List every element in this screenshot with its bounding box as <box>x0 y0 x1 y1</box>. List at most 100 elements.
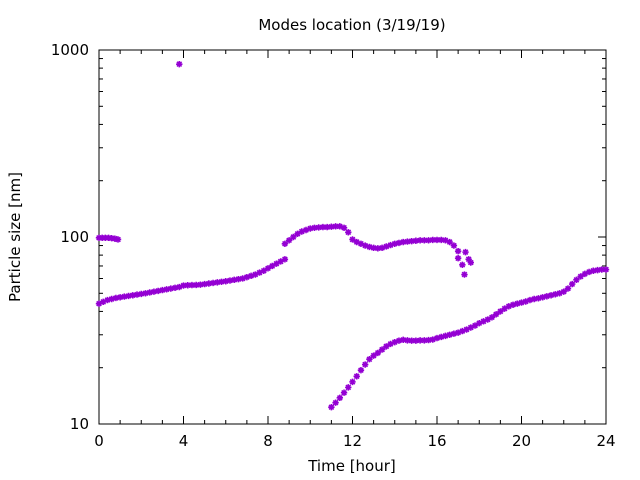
data-point <box>556 290 563 297</box>
data-point <box>387 340 394 348</box>
data-point <box>345 229 352 236</box>
data-point <box>471 322 479 329</box>
data-point <box>281 256 289 263</box>
data-point <box>421 237 428 244</box>
data-point <box>226 277 234 284</box>
data-point <box>465 256 472 263</box>
data-point <box>585 268 593 276</box>
data-point <box>438 333 445 341</box>
x-axis-label: Time [hour] <box>307 457 396 475</box>
data-point <box>235 275 242 283</box>
data-point <box>454 329 462 336</box>
data-point <box>383 343 390 350</box>
data-point <box>433 334 441 342</box>
data-point <box>357 240 365 247</box>
x-tick-label: 0 <box>94 432 104 450</box>
data-point <box>530 295 538 303</box>
y-axis: 10 100 1000 <box>51 41 606 433</box>
data-point <box>383 243 390 250</box>
data-point <box>104 296 111 304</box>
data-point <box>459 261 466 269</box>
data-point <box>239 275 246 282</box>
data-point <box>408 337 415 344</box>
data-point <box>450 242 458 249</box>
data-point <box>319 223 327 231</box>
data-point <box>497 308 504 315</box>
data-point <box>205 280 213 287</box>
data-point <box>336 223 344 230</box>
data-point <box>336 394 344 402</box>
data-point <box>560 288 567 295</box>
data-point <box>446 331 453 338</box>
data-point <box>535 295 542 302</box>
data-point <box>374 349 382 357</box>
data-point <box>446 238 453 246</box>
data-point <box>370 244 377 252</box>
data-point <box>518 299 525 306</box>
data-points <box>95 60 610 411</box>
data-point <box>522 298 529 305</box>
data-point <box>138 290 145 298</box>
data-point <box>121 293 128 300</box>
data-point <box>252 271 259 278</box>
data-point <box>307 225 314 232</box>
data-point <box>391 338 398 346</box>
data-point <box>116 294 124 301</box>
data-point <box>425 336 432 344</box>
data-point <box>454 247 462 255</box>
data-point <box>273 260 280 267</box>
data-point <box>467 259 474 266</box>
data-point <box>349 236 356 243</box>
data-point <box>328 403 335 411</box>
data-point <box>167 285 175 292</box>
data-point <box>366 356 373 363</box>
data-point <box>598 266 605 273</box>
data-point <box>433 236 441 244</box>
data-point <box>294 230 301 238</box>
data-point <box>412 337 420 344</box>
data-point <box>197 281 204 288</box>
data-point <box>590 267 597 274</box>
data-point <box>404 238 411 245</box>
data-point <box>400 238 407 246</box>
data-point <box>543 293 551 300</box>
data-point <box>311 224 318 231</box>
data-point <box>412 237 420 244</box>
data-point <box>129 292 136 299</box>
data-point <box>442 332 449 340</box>
data-point <box>345 384 352 391</box>
data-point <box>573 276 580 284</box>
y-tick-label: 10 <box>70 415 89 433</box>
x-tick-label: 12 <box>343 432 362 450</box>
data-point <box>277 258 284 265</box>
data-point <box>256 269 263 276</box>
x-tick-label: 20 <box>512 432 531 450</box>
data-point <box>112 294 120 302</box>
data-point <box>349 378 356 386</box>
data-point <box>581 270 589 278</box>
data-point <box>159 286 166 294</box>
data-point <box>514 300 521 307</box>
data-point <box>461 271 468 278</box>
data-point <box>214 279 221 286</box>
data-point <box>463 326 470 333</box>
data-point <box>332 399 339 406</box>
y-axis-label: Particle size [nm] <box>6 172 24 302</box>
data-point <box>547 292 555 299</box>
data-point <box>243 273 251 281</box>
data-point <box>222 278 229 285</box>
data-point <box>340 389 348 396</box>
data-point <box>467 324 474 331</box>
data-point <box>462 248 469 256</box>
x-tick-label: 4 <box>179 432 189 450</box>
data-point <box>387 241 394 249</box>
data-point <box>269 262 276 270</box>
data-point <box>602 266 610 273</box>
data-point <box>171 284 179 291</box>
data-point <box>395 239 403 247</box>
data-point <box>361 242 369 249</box>
data-point <box>454 255 462 262</box>
data-point <box>290 233 297 241</box>
data-point <box>125 292 132 300</box>
data-point <box>100 298 107 306</box>
